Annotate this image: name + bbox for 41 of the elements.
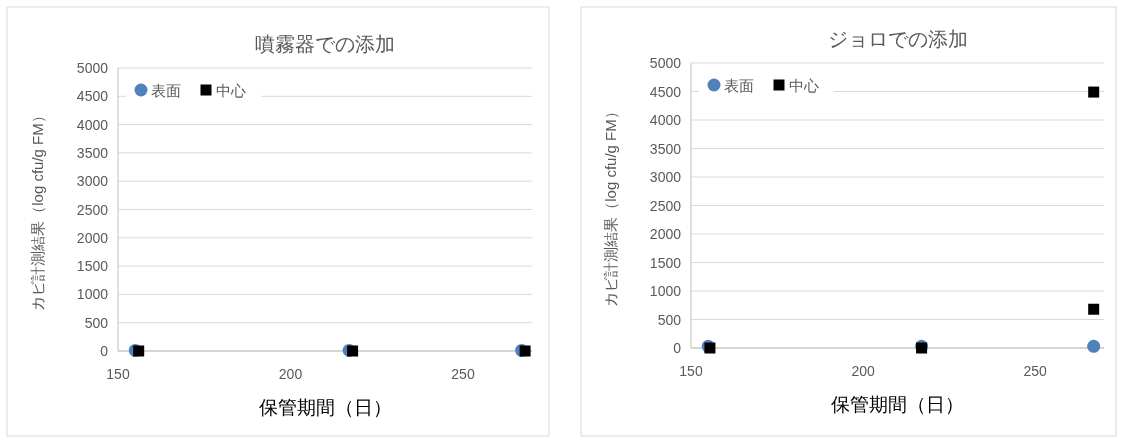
x-axis-title: 保管期間（日） xyxy=(831,394,964,415)
y-tick-label: 5000 xyxy=(76,60,109,76)
x-tick-label: 250 xyxy=(1023,363,1048,379)
y-tick-label: 4500 xyxy=(649,83,682,100)
x-tick-label: 150 xyxy=(106,366,130,382)
y-tick-label: 2500 xyxy=(76,201,109,218)
legend-label: 表面 xyxy=(151,82,181,99)
y-tick-label: 1500 xyxy=(649,254,682,271)
legend-label: 中心 xyxy=(216,82,246,99)
y-tick-label: 1500 xyxy=(76,258,109,275)
x-axis-title: 保管期間（日） xyxy=(258,397,392,418)
y-tick-label: 1000 xyxy=(649,283,682,299)
point xyxy=(1088,303,1100,315)
x-tick-label: 250 xyxy=(451,366,475,382)
x-tick-label: 200 xyxy=(278,366,303,382)
chart-title: 噴霧器での添加 xyxy=(255,33,395,55)
y-tick-label: 0 xyxy=(673,340,682,356)
y-tick-label: 4000 xyxy=(649,112,682,128)
y-axis-title: カビ計測結果（log cfu/g FM） xyxy=(29,108,46,311)
y-tick-label: 1000 xyxy=(76,286,109,303)
y-tick-label: 5000 xyxy=(649,55,682,71)
y-tick-label: 500 xyxy=(657,311,682,328)
y-tick-label: 3500 xyxy=(649,140,682,157)
y-tick-label: 2000 xyxy=(76,229,109,246)
y-tick-label: 3000 xyxy=(76,173,109,190)
y-tick-label: 2000 xyxy=(649,226,682,242)
legend-label: 表面 xyxy=(724,77,754,94)
y-axis-title: カビ計測結果（log cfu/g FM） xyxy=(602,104,619,307)
y-tick-label: 3500 xyxy=(76,144,109,161)
y-tick-label: 3000 xyxy=(649,169,682,185)
legend-label: 中心 xyxy=(789,77,819,94)
y-tick-label: 4500 xyxy=(76,88,109,105)
point xyxy=(1088,86,1100,98)
y-tick-label: 2500 xyxy=(649,197,682,214)
chart-title: ジョロでの添加 xyxy=(827,28,968,50)
y-tick-label: 4000 xyxy=(76,116,109,133)
point xyxy=(1087,339,1101,353)
y-tick-label: 0 xyxy=(100,343,109,359)
y-tick-label: 500 xyxy=(84,314,109,331)
x-tick-label: 150 xyxy=(679,363,703,379)
x-tick-label: 200 xyxy=(851,363,875,379)
